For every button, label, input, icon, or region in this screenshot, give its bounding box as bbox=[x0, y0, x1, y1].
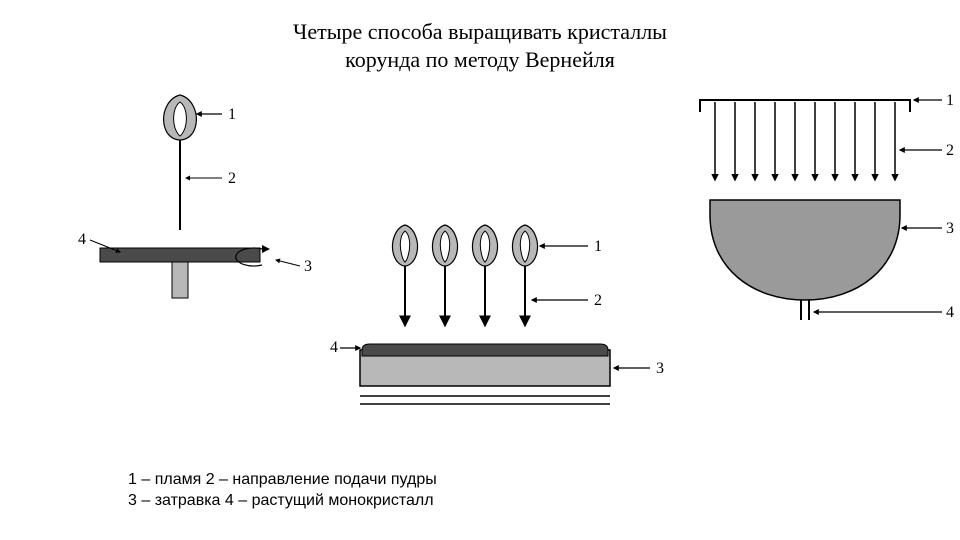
callout-label-c4: 4 bbox=[946, 304, 954, 321]
rotation-ellipse-arrow-a bbox=[262, 245, 270, 253]
bracket-c bbox=[700, 100, 910, 112]
flames-b bbox=[393, 225, 538, 266]
bowl-c bbox=[710, 200, 900, 300]
callout-label-b3: 3 bbox=[656, 360, 664, 377]
panel-a: 1 2 4 3 bbox=[78, 95, 312, 298]
legend-caption: 1 – пламя 2 – направление подачи пудры 3… bbox=[128, 469, 437, 512]
callout-label-a4: 4 bbox=[78, 231, 86, 248]
callout-label-a3: 3 bbox=[304, 258, 312, 275]
callout-label-a1: 1 bbox=[228, 106, 236, 123]
callout-label-b2: 2 bbox=[594, 292, 602, 309]
toplayer-b bbox=[362, 344, 608, 356]
callout-label-b1: 1 bbox=[594, 238, 602, 255]
caption-line-1: 1 – пламя 2 – направление подачи пудры bbox=[128, 471, 437, 488]
arrows-c bbox=[715, 102, 895, 180]
seed-a bbox=[172, 262, 188, 298]
panel-c: 1 2 3 4 bbox=[700, 92, 954, 321]
callout-label-c2: 2 bbox=[946, 142, 954, 159]
callout-label-c3: 3 bbox=[946, 220, 954, 237]
panel-b: 1 2 3 4 bbox=[330, 225, 664, 404]
diagram-canvas: 1 2 4 3 bbox=[0, 0, 960, 540]
callout-label-c1: 1 bbox=[946, 92, 954, 109]
caption-line-2: 3 – затравка 4 – растущий монокристалл bbox=[128, 492, 434, 509]
callout-arrow-a3 bbox=[276, 260, 300, 266]
callout-label-b4: 4 bbox=[330, 339, 338, 356]
callout-label-a2: 2 bbox=[228, 170, 236, 187]
